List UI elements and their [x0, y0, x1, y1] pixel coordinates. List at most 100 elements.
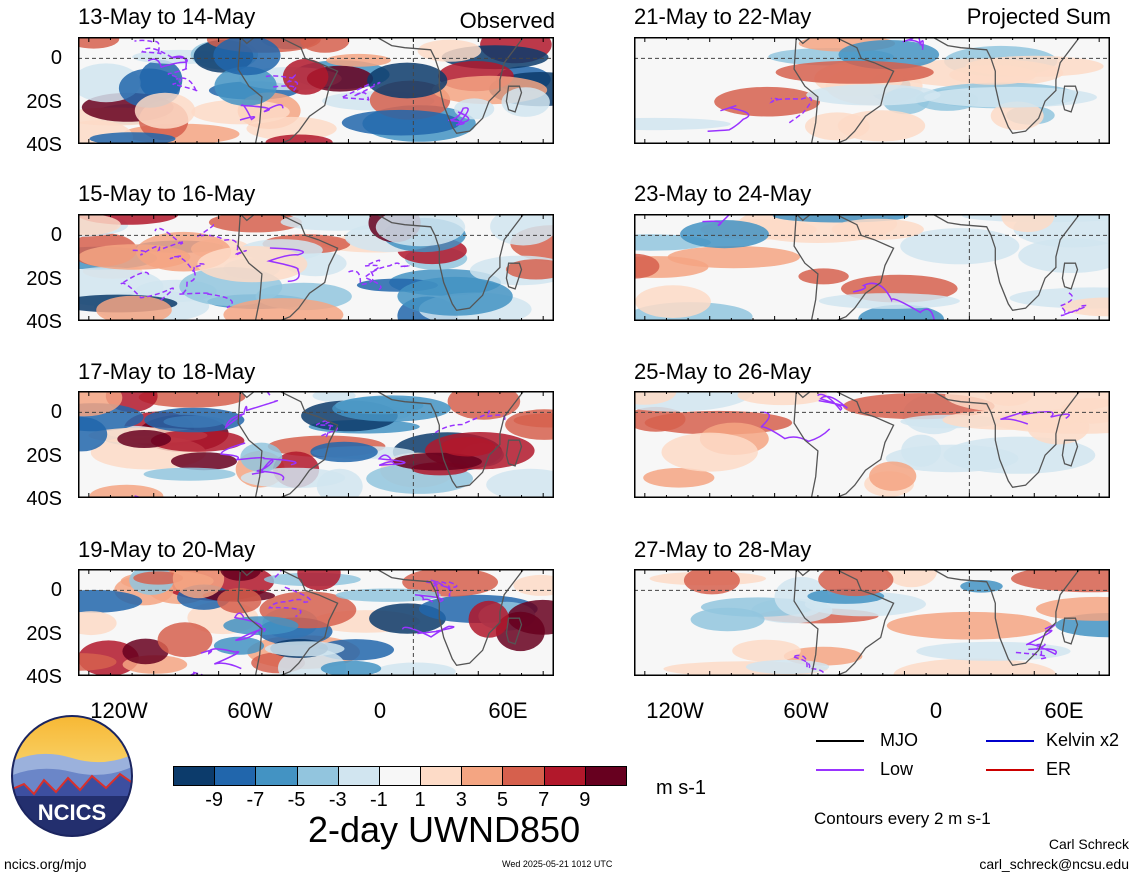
- anomaly-shading: [297, 569, 341, 591]
- anomaly-shading: [157, 622, 213, 658]
- coastline: [931, 37, 1081, 135]
- panel-title-observed-2: 15-May to 16-May: [78, 181, 256, 206]
- anomaly-shading: [133, 571, 184, 585]
- anomaly-shading: [375, 214, 466, 247]
- anomaly-shading: [818, 293, 960, 309]
- low-contour: [220, 442, 297, 466]
- y-tick-40s-r2: 40S: [26, 311, 62, 333]
- x-tick-60w-right: 60W: [783, 698, 829, 723]
- coastline: [237, 37, 339, 144]
- colorbar-tick-label: -3: [328, 789, 347, 811]
- y-tick-40s-r4: 40S: [26, 666, 62, 688]
- panel-frame: [78, 391, 554, 498]
- low-contour: [1000, 410, 1070, 425]
- anomaly-shading: [690, 607, 765, 632]
- anomaly-shading: [900, 228, 1020, 265]
- anomaly-shading: [312, 391, 356, 402]
- anomaly-shading: [172, 569, 225, 599]
- anomaly-shading: [144, 407, 245, 433]
- anomaly-shading: [745, 659, 830, 674]
- anomaly-shading: [191, 99, 290, 125]
- anomaly-shading: [320, 660, 382, 676]
- low-contour: [132, 227, 185, 256]
- anomaly-shading: [78, 37, 120, 49]
- map-panel-projected-3: [634, 391, 1110, 498]
- wind-anomaly-map: [634, 391, 1110, 498]
- low-contour: [167, 67, 199, 93]
- anomaly-shading: [213, 37, 281, 76]
- map-panel-observed-3: [78, 391, 554, 498]
- anomaly-shading: [990, 101, 1044, 131]
- anomaly-shading: [78, 391, 123, 417]
- ncics-logo: NCICS: [10, 714, 134, 838]
- y-tick-0-r2: 0: [50, 224, 62, 246]
- anomaly-shading: [831, 218, 924, 240]
- low-contour: [1025, 624, 1057, 656]
- y-tick-40s-r3: 40S: [26, 488, 62, 510]
- coastline: [931, 569, 1081, 667]
- anomaly-shading: [901, 434, 942, 467]
- colorbar-swatch: [543, 766, 586, 786]
- footer-url[interactable]: ncics.org/mjo: [4, 856, 87, 872]
- y-tick-20s-r4: 20S: [26, 623, 62, 645]
- panel-frame: [634, 391, 1110, 498]
- low-contour: [200, 648, 242, 670]
- coastline: [1061, 262, 1079, 290]
- anomaly-shading: [78, 653, 117, 671]
- coastline: [505, 617, 523, 645]
- colorbar-units: m s-1: [656, 777, 706, 799]
- anomaly-shading: [78, 611, 117, 636]
- low-contour: [341, 81, 381, 101]
- logo-text: NCICS: [38, 800, 106, 825]
- anomaly-shading: [714, 86, 820, 117]
- legend-line-mjo: [816, 740, 864, 742]
- low-contour: [120, 271, 174, 301]
- y-tick-20s-r1: 20S: [26, 91, 62, 113]
- anomaly-shading: [680, 220, 769, 249]
- wind-anomaly-map: [78, 391, 554, 498]
- x-tick-0-right: 0: [929, 698, 943, 723]
- corner-label-projected: Projected Sum: [966, 4, 1111, 29]
- corner-label-observed: Observed: [459, 8, 555, 33]
- anomaly-shading: [1011, 569, 1110, 593]
- low-contour: [1015, 643, 1048, 660]
- colorbar-swatch: [173, 766, 216, 786]
- low-contour: [134, 39, 173, 59]
- y-tick-40s-r1: 40S: [26, 134, 62, 156]
- y-tick-0-r1: 0: [50, 47, 62, 69]
- anomaly-shading: [634, 253, 660, 279]
- low-contour: [224, 399, 279, 429]
- map-panel-observed-2: [78, 214, 554, 321]
- coastline: [1061, 85, 1079, 113]
- legend-line-low: [816, 769, 864, 771]
- colorbar-swatch: [461, 766, 504, 786]
- low-contour: [377, 454, 406, 467]
- low-contour: [179, 270, 233, 309]
- wind-anomaly-map: [78, 37, 554, 144]
- colorbar-swatch: [214, 766, 257, 786]
- anomaly-shading: [454, 98, 495, 120]
- panel-title-projected-2: 23-May to 24-May: [634, 181, 812, 206]
- anomaly-shading: [89, 484, 164, 498]
- footer-email[interactable]: carl_schreck@ncsu.edu: [979, 856, 1129, 872]
- anomaly-shading: [265, 134, 333, 144]
- panel-title-projected-1: 21-May to 22-May: [634, 4, 812, 29]
- panel-title-projected-3: 25-May to 26-May: [634, 359, 812, 384]
- low-contour: [147, 55, 188, 70]
- anomaly-shading: [134, 92, 196, 129]
- anomaly-shading: [335, 588, 441, 602]
- anomaly-shading: [1061, 398, 1110, 424]
- low-contour: [707, 105, 750, 132]
- anomaly-shading: [375, 662, 456, 676]
- wind-anomaly-map: [78, 569, 554, 676]
- anomaly-shading: [117, 430, 172, 448]
- colorbar-tick-label: 3: [455, 789, 467, 811]
- anomaly-shading: [367, 62, 448, 99]
- anomaly-shading: [217, 588, 262, 614]
- low-contour: [265, 73, 299, 92]
- anomaly-shading: [501, 87, 550, 117]
- panel-frame: [78, 37, 554, 144]
- coastline: [375, 391, 525, 489]
- low-contour: [760, 411, 831, 443]
- colorbar-swatch: [584, 766, 627, 786]
